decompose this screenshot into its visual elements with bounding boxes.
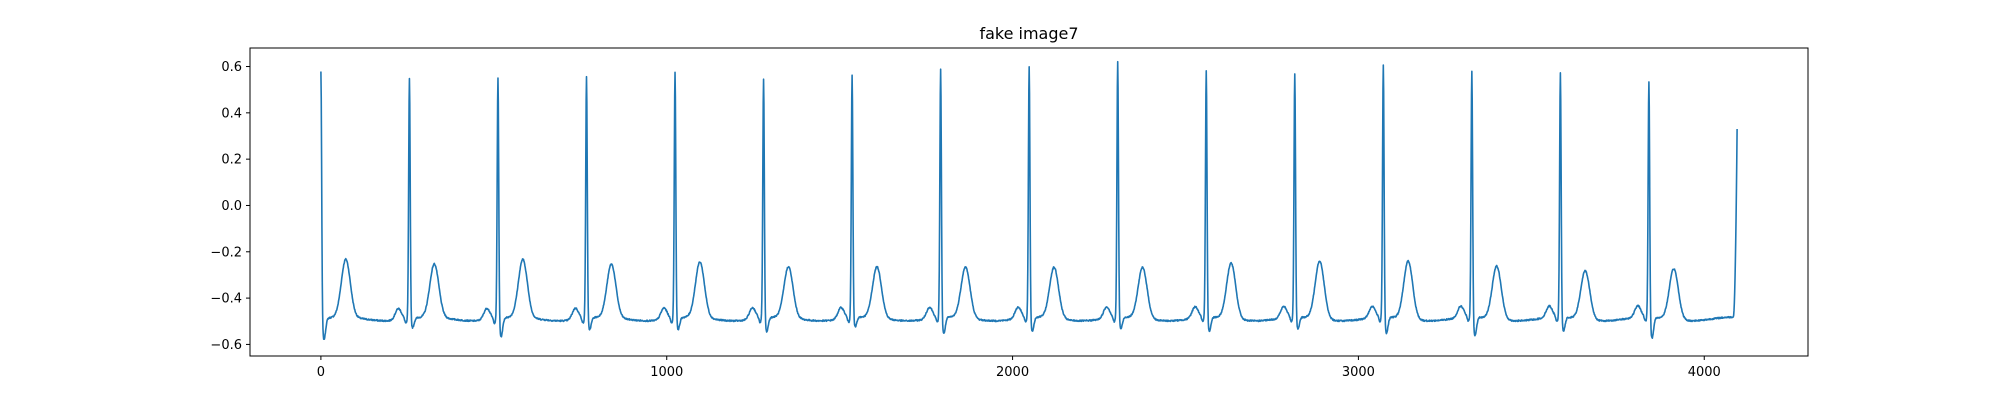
chart-title: fake image7 [979,24,1078,43]
y-tick-label: −0.4 [210,292,242,307]
y-tick-label: 0.4 [221,106,242,121]
series-layer [320,60,1738,341]
y-tick-label: 0.2 [221,153,242,168]
x-tick-label: 0 [317,365,325,380]
ecg-series-line [320,60,1738,341]
axes-layer: 0 1000 2000 3000 4000 −0.6 −0.4 −0.2 0.0 0.2 0.4 0.… [210,60,1720,380]
x-tick-label: 2000 [996,365,1029,380]
y-tick-label: −0.2 [210,245,242,260]
plot-frame [249,47,1809,357]
y-tick-label: −0.6 [210,338,242,353]
x-tick-label: 3000 [1342,365,1375,380]
x-tick-label: 4000 [1688,365,1721,380]
x-tick-label: 1000 [650,365,683,380]
y-tick-label: 0.6 [221,60,242,75]
y-tick-label: 0.0 [221,199,242,214]
